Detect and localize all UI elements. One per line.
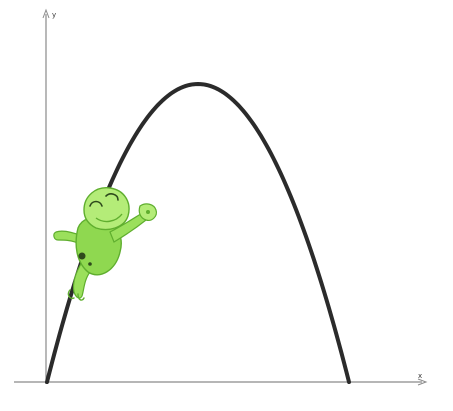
frog-head [84, 188, 129, 230]
frog-spot [88, 262, 92, 266]
frog-spot [79, 253, 86, 260]
jumping-frog-icon [54, 188, 157, 300]
x-axis-label: x [418, 372, 422, 380]
axes: y x [14, 10, 426, 385]
frog-hand-spot [146, 210, 150, 214]
y-axis-label: y [52, 11, 56, 19]
